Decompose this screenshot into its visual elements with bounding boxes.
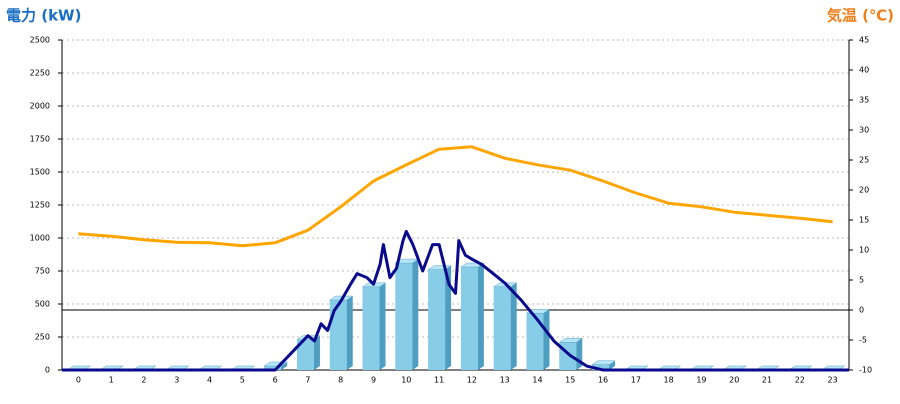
x-tick-label: 22 <box>795 376 805 385</box>
y-tick-label: 2250 <box>30 69 50 78</box>
y-tick-label: 1750 <box>30 135 50 144</box>
bar <box>328 295 354 370</box>
x-tick-label: 14 <box>532 376 542 385</box>
bar-front <box>493 286 511 370</box>
bar <box>591 360 616 370</box>
x-tick-label: 10 <box>401 376 411 385</box>
x-tick-label: 4 <box>207 376 212 385</box>
bar <box>492 282 518 370</box>
line-series <box>62 229 849 372</box>
bar <box>296 335 321 370</box>
y2-tick-label: 10 <box>859 246 869 255</box>
bar-side <box>346 296 353 370</box>
bar-front <box>526 313 544 370</box>
bar-front <box>296 339 314 370</box>
y2-tick-label: -5 <box>859 336 867 345</box>
x-tick-label: 6 <box>273 376 278 385</box>
bar-front <box>592 364 610 370</box>
y-tick-label: 2500 <box>30 36 50 45</box>
x-tick-label: 0 <box>76 376 81 385</box>
x-tick-label: 2 <box>141 376 146 385</box>
left-axis-title: 電力 (kW) <box>6 7 81 25</box>
bar-front <box>395 263 413 370</box>
x-tick-label: 15 <box>565 376 575 385</box>
y-tick-label: 750 <box>35 267 50 276</box>
x-tick-label: 9 <box>371 376 376 385</box>
y-tick-label: 1250 <box>30 201 50 210</box>
y-tick-label: 500 <box>35 300 50 309</box>
y2-tick-label: 20 <box>859 186 869 195</box>
bar-side <box>412 259 419 370</box>
x-tick-label: 13 <box>500 376 510 385</box>
bar-side <box>313 335 320 370</box>
x-tick-label: 11 <box>434 376 444 385</box>
y2-tick-label: 5 <box>859 276 864 285</box>
bar <box>394 258 420 370</box>
right-axis-title: 気温 (℃) <box>827 7 894 25</box>
x-tick-label: 17 <box>631 376 641 385</box>
bar-side <box>576 338 583 370</box>
x-tick-label: 8 <box>338 376 343 385</box>
bar-top <box>591 360 616 365</box>
y-tick-label: 250 <box>35 333 50 342</box>
y-tick-label: 1500 <box>30 168 50 177</box>
bar-side <box>379 282 386 370</box>
x-tick-label: 1 <box>109 376 114 385</box>
x-tick-label: 20 <box>729 376 739 385</box>
x-tick-label: 16 <box>598 376 608 385</box>
bar-front <box>428 269 446 370</box>
y-tick-label: 0 <box>45 366 50 375</box>
y2-tick-label: 35 <box>859 96 869 105</box>
bar-side <box>510 282 517 370</box>
line-series <box>78 145 833 248</box>
bar-side <box>281 362 288 370</box>
y2-tick-label: 0 <box>859 306 864 315</box>
bar-front <box>329 300 347 370</box>
y2-tick-label: 25 <box>859 156 869 165</box>
y2-tick-label: 45 <box>859 36 869 45</box>
y2-tick-label: 15 <box>859 216 869 225</box>
bar-side <box>609 360 616 370</box>
x-tick-label: 7 <box>305 376 310 385</box>
y2-tick-label: -10 <box>859 366 872 375</box>
bar-front <box>362 286 380 370</box>
x-tick-label: 19 <box>696 376 706 385</box>
x-tick-label: 23 <box>828 376 838 385</box>
x-tick-label: 18 <box>664 376 674 385</box>
y2-tick-label: 30 <box>859 126 869 135</box>
bar-front <box>264 366 282 370</box>
x-tick-label: 21 <box>762 376 772 385</box>
bar-side <box>445 265 452 370</box>
x-tick-label: 5 <box>240 376 245 385</box>
x-tick-label: 12 <box>467 376 477 385</box>
x-tick-label: 3 <box>174 376 179 385</box>
bar-front <box>460 267 478 370</box>
bar-side <box>477 263 484 370</box>
bar <box>361 282 387 370</box>
bar <box>460 262 485 370</box>
y-tick-label: 1000 <box>30 234 50 243</box>
y-tick-label: 2000 <box>30 102 50 111</box>
bar <box>525 308 551 370</box>
bar-side <box>543 309 550 370</box>
y2-tick-label: 40 <box>859 66 869 75</box>
bar-top <box>558 338 584 343</box>
